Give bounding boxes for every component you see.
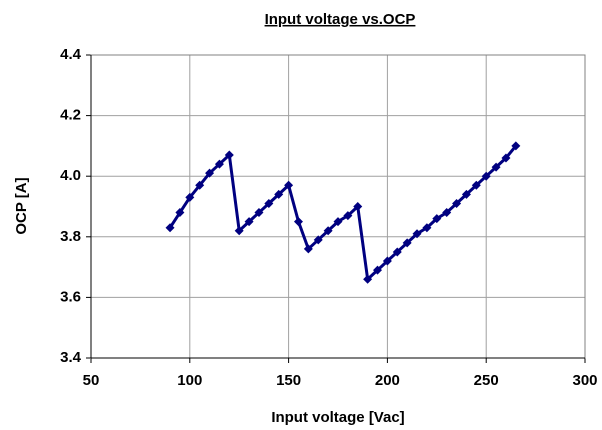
marker xyxy=(293,217,303,227)
chart-title: Input voltage vs.OCP xyxy=(265,11,416,28)
marker xyxy=(412,229,422,239)
x-tick-label: 50 xyxy=(83,372,100,389)
marker xyxy=(254,208,264,218)
x-tick-label: 250 xyxy=(474,372,499,389)
marker xyxy=(343,211,353,221)
marker xyxy=(313,235,323,245)
marker xyxy=(323,226,333,236)
marker xyxy=(214,159,224,169)
marker xyxy=(303,244,313,254)
marker xyxy=(165,223,175,233)
marker xyxy=(481,171,491,181)
marker xyxy=(274,189,284,199)
marker xyxy=(353,202,363,211)
marker xyxy=(422,223,432,233)
marker xyxy=(363,274,373,284)
marker xyxy=(471,180,481,190)
plot-frame xyxy=(90,54,586,359)
marker xyxy=(373,265,383,275)
x-tick-label: 300 xyxy=(572,372,597,389)
y-tick-label: 4.0 xyxy=(60,167,81,184)
marker xyxy=(402,238,412,248)
marker xyxy=(195,180,205,190)
y-axis-label: OCP [A] xyxy=(13,177,30,234)
marker xyxy=(501,153,511,163)
marker xyxy=(382,256,392,266)
x-tick-label: 150 xyxy=(276,372,301,389)
marker xyxy=(442,208,452,218)
y-tick-label: 3.6 xyxy=(60,288,81,305)
marker xyxy=(234,226,244,236)
marker xyxy=(461,189,471,199)
marker xyxy=(244,217,254,227)
marker xyxy=(491,162,501,172)
y-tick-label: 4.2 xyxy=(60,107,81,124)
marker xyxy=(452,198,462,208)
y-tick-label: 3.8 xyxy=(60,228,81,245)
marker xyxy=(432,214,442,224)
marker xyxy=(205,168,215,178)
marker xyxy=(511,141,521,151)
x-tick-label: 100 xyxy=(177,372,202,389)
marker xyxy=(284,180,294,190)
y-tick-label: 3.4 xyxy=(60,349,82,366)
marker xyxy=(185,192,195,202)
marker xyxy=(333,217,343,227)
marker xyxy=(175,208,185,218)
marker xyxy=(224,150,234,160)
marker xyxy=(264,198,274,208)
x-tick-label: 200 xyxy=(375,372,400,389)
marker xyxy=(392,247,402,257)
y-tick-label: 4.4 xyxy=(60,46,82,63)
x-axis-label: Input voltage [Vac] xyxy=(271,409,404,426)
